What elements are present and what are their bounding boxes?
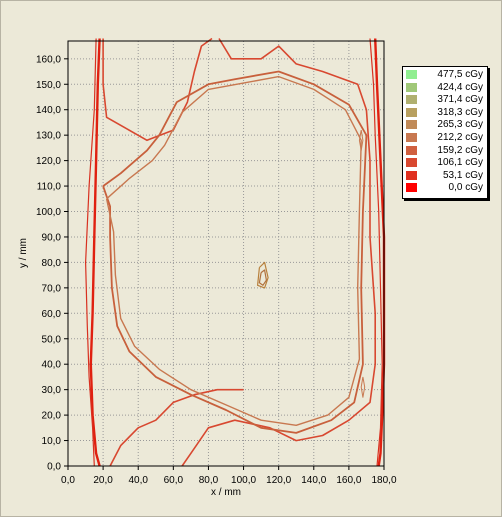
y-tick-label: 30,0 <box>42 385 62 396</box>
contour-line <box>258 269 267 286</box>
y-tick-label: 110,0 <box>37 182 62 193</box>
legend-swatch <box>406 183 417 193</box>
x-tick-label: 120,0 <box>266 475 291 486</box>
legend-item: 212,2 cGy <box>406 132 486 144</box>
legend-swatch <box>406 133 417 142</box>
legend-label: 212,2 cGy <box>437 132 483 143</box>
contour-lines <box>84 37 386 467</box>
legend-swatch <box>406 70 417 79</box>
x-tick-label: 60,0 <box>164 475 184 486</box>
legend-swatch <box>406 170 417 180</box>
legend-swatch <box>406 120 417 130</box>
x-axis-ticks: 0,0 20,0 40,0 60,0 80,0 100,0 120,0 140,0 160,0 1… <box>61 466 397 486</box>
y-tick-label: 10,0 <box>42 436 62 447</box>
contour-line <box>360 376 366 398</box>
x-tick-label: 20,0 <box>93 475 113 486</box>
legend-item: 371,4 cGy <box>406 94 486 106</box>
legend-item: 53,1 cGy <box>406 170 486 182</box>
legend-item: 265,3 cGy <box>406 119 486 131</box>
legend-swatch <box>406 82 417 92</box>
contour-line <box>84 38 97 467</box>
contour-line <box>89 38 101 467</box>
contour-line <box>109 388 244 467</box>
contour-line <box>102 70 368 434</box>
legend-label: 106,1 cGy <box>437 157 483 169</box>
legend-label: 159,2 cGy <box>437 144 483 156</box>
y-tick-label: 150,0 <box>36 80 61 91</box>
x-axis-label: x / mm <box>211 487 241 498</box>
legend-item: 106,1 cGy <box>406 157 486 169</box>
legend-label: 318,3 cGy <box>437 106 483 118</box>
legend-item: 424,4 cGy <box>406 82 486 94</box>
y-tick-label: 80,0 <box>42 258 62 269</box>
contour-line <box>257 261 269 289</box>
y-tick-label: 130,0 <box>36 131 61 142</box>
x-tick-label: 40,0 <box>128 475 148 486</box>
x-tick-label: 160,0 <box>336 475 361 486</box>
y-axis-label: y / mm <box>18 238 29 268</box>
x-tick-label: 180,0 <box>371 475 396 486</box>
legend-label: 265,3 cGy <box>437 119 483 131</box>
legend-swatch <box>406 95 417 105</box>
y-tick-label: 70,0 <box>42 283 62 294</box>
legend-swatch <box>406 158 417 168</box>
legend-item: 159,2 cGy <box>406 145 486 157</box>
y-tick-label: 60,0 <box>42 309 62 320</box>
legend-item: 318,3 cGy <box>406 107 486 119</box>
y-tick-label: 90,0 <box>42 232 62 243</box>
plot-area <box>68 41 384 466</box>
y-tick-label: 100,0 <box>36 207 61 218</box>
contour-line <box>358 130 364 151</box>
contour-line <box>181 38 377 467</box>
legend-item: 0,0 cGy <box>406 182 486 194</box>
legend-label: 371,4 cGy <box>437 94 483 106</box>
y-tick-label: 50,0 <box>42 334 62 345</box>
legend-label: 53,1 cGy <box>442 169 483 181</box>
legend-label: 0,0 cGy <box>448 182 483 194</box>
y-tick-label: 120,0 <box>36 156 61 167</box>
y-tick-label: 140,0 <box>36 105 61 116</box>
contour-line <box>369 38 383 467</box>
x-tick-label: 140,0 <box>301 475 326 486</box>
y-tick-label: 160,0 <box>36 54 61 65</box>
y-tick-label: 20,0 <box>42 411 62 422</box>
legend-swatch <box>406 107 417 117</box>
contour-line <box>105 75 362 426</box>
plot-border <box>67 40 385 467</box>
legend-label: 424,4 cGy <box>437 81 483 93</box>
legend-label: 477,5 cGy <box>437 69 483 80</box>
x-tick-label: 0,0 <box>61 475 75 486</box>
x-tick-label: 100,0 <box>231 475 256 486</box>
legend: 477,5 cGy 424,4 cGy 371,4 cGy 318,3 cGy 265,… <box>402 66 488 199</box>
y-axis-ticks: 0,0 10,0 20,0 30,0 40,0 50,0 60,0 70,0 80,0 90,0 1… <box>36 54 68 473</box>
y-tick-label: 0,0 <box>47 462 61 473</box>
legend-item: 477,5 cGy <box>406 69 486 81</box>
legend-swatch <box>406 145 417 155</box>
y-tick-label: 40,0 <box>42 360 62 371</box>
x-tick-label: 80,0 <box>199 475 219 486</box>
